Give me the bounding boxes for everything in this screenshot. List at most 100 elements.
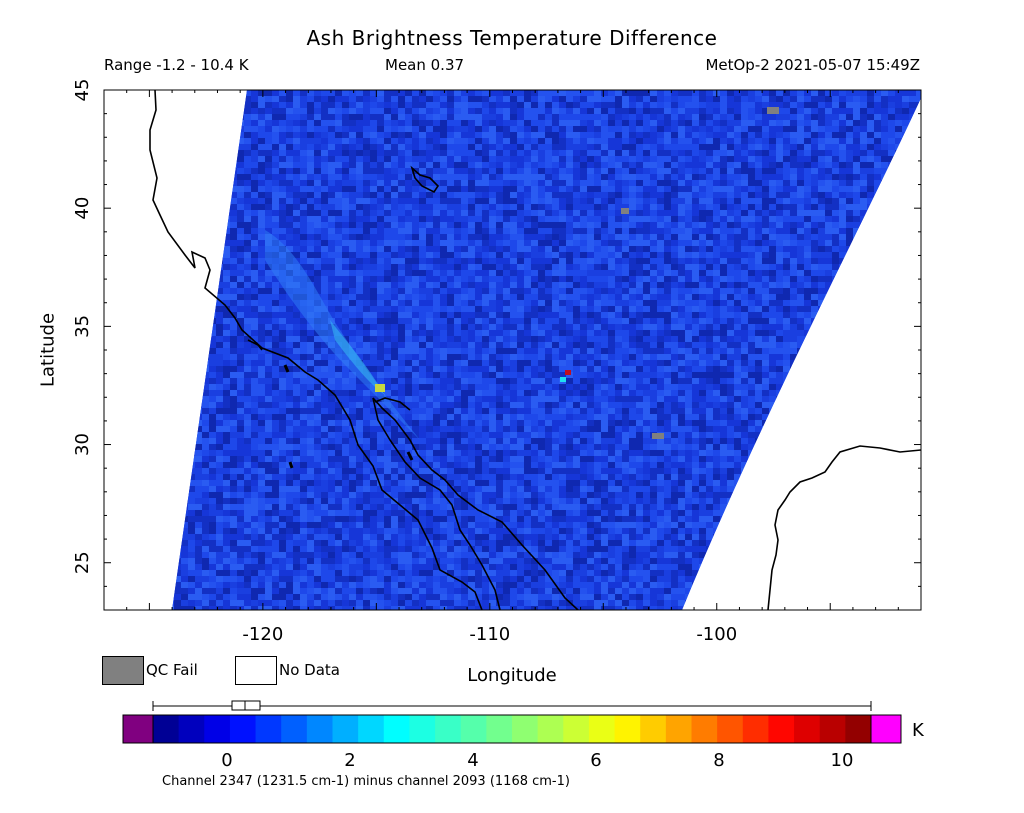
swath-pixel [426,222,433,228]
swath-pixel [797,120,804,126]
swath-pixel [342,162,349,168]
swath-pixel [384,312,391,318]
swath-pixel [475,342,482,348]
swath-pixel [629,222,636,228]
swath-pixel [279,228,286,234]
swath-pixel [461,90,468,96]
swath-pixel [251,96,258,102]
swath-pixel [580,174,587,180]
swath-pixel [594,336,601,342]
swath-pixel [790,312,797,318]
swath-pixel [720,150,727,156]
swath-pixel [727,324,734,330]
swath-pixel [307,270,314,276]
swath-pixel [265,120,272,126]
swath-pixel [832,234,839,240]
swath-pixel [489,234,496,240]
swath-pixel [251,174,258,180]
swath-pixel [251,204,258,210]
swath-pixel [454,156,461,162]
swath-pixel [769,156,776,162]
swath-pixel [538,246,545,252]
swath-pixel [314,342,321,348]
swath-pixel [482,120,489,126]
swath-pixel [405,282,412,288]
swath-pixel [237,336,244,342]
swath-pixel [223,240,230,246]
swath-pixel [552,336,559,342]
swath-pixel [741,324,748,330]
swath-pixel [531,246,538,252]
swath-pixel [244,252,251,258]
swath-pixel [825,222,832,228]
swath-pixel [251,90,258,96]
swath-pixel [461,282,468,288]
swath-pixel [454,264,461,270]
swath-pixel [720,114,727,120]
swath-pixel [216,342,223,348]
swath-pixel [643,330,650,336]
swath-pixel [510,264,517,270]
swath-pixel [587,234,594,240]
swath-pixel [244,114,251,120]
swath-pixel [496,192,503,198]
swath-pixel [468,186,475,192]
swath-pixel [517,108,524,114]
swath-pixel [580,90,587,96]
swath-pixel [741,306,748,312]
swath-pixel [706,180,713,186]
swath-pixel [678,216,685,222]
swath-pixel [832,168,839,174]
swath-pixel [776,258,783,264]
swath-pixel [356,138,363,144]
range-label: Range -1.2 - 10.4 K [104,56,249,74]
swath-pixel [573,240,580,246]
swath-pixel [377,114,384,120]
swath-pixel [258,288,265,294]
swath-pixel [741,210,748,216]
swath-pixel [356,318,363,324]
swath-pixel [314,264,321,270]
swath-pixel [391,312,398,318]
swath-pixel [307,258,314,264]
swath-pixel [720,210,727,216]
swath-pixel [706,168,713,174]
swath-pixel [601,300,608,306]
swath-pixel [664,156,671,162]
swath-pixel [223,342,230,348]
swath-pixel [692,156,699,162]
swath-pixel [300,102,307,108]
swath-pixel [349,330,356,336]
swath-pixel [328,102,335,108]
swath-pixel [776,174,783,180]
swath-pixel [244,90,251,96]
swath-pixel [545,270,552,276]
swath-pixel [678,120,685,126]
swath-pixel [307,240,314,246]
swath-pixel [783,192,790,198]
swath-pixel [223,246,230,252]
swath-pixel [580,336,587,342]
swath-pixel [776,228,783,234]
swath-pixel [552,180,559,186]
swath-pixel [349,246,356,252]
swath-pixel [265,180,272,186]
swath-pixel [279,204,286,210]
swath-pixel [825,252,832,258]
swath-pixel [419,246,426,252]
swath-pixel [293,216,300,222]
swath-pixel [251,162,258,168]
swath-pixel [363,120,370,126]
swath-pixel [615,252,622,258]
swath-pixel [244,234,251,240]
swath-pixel [342,126,349,132]
swath-pixel [650,252,657,258]
swath-pixel [447,150,454,156]
swath-pixel [615,276,622,282]
swath-pixel [321,180,328,186]
swath-pixel [755,138,762,144]
swath-pixel [692,210,699,216]
swath-pixel [685,102,692,108]
swath-pixel [328,120,335,126]
swath-pixel [363,264,370,270]
